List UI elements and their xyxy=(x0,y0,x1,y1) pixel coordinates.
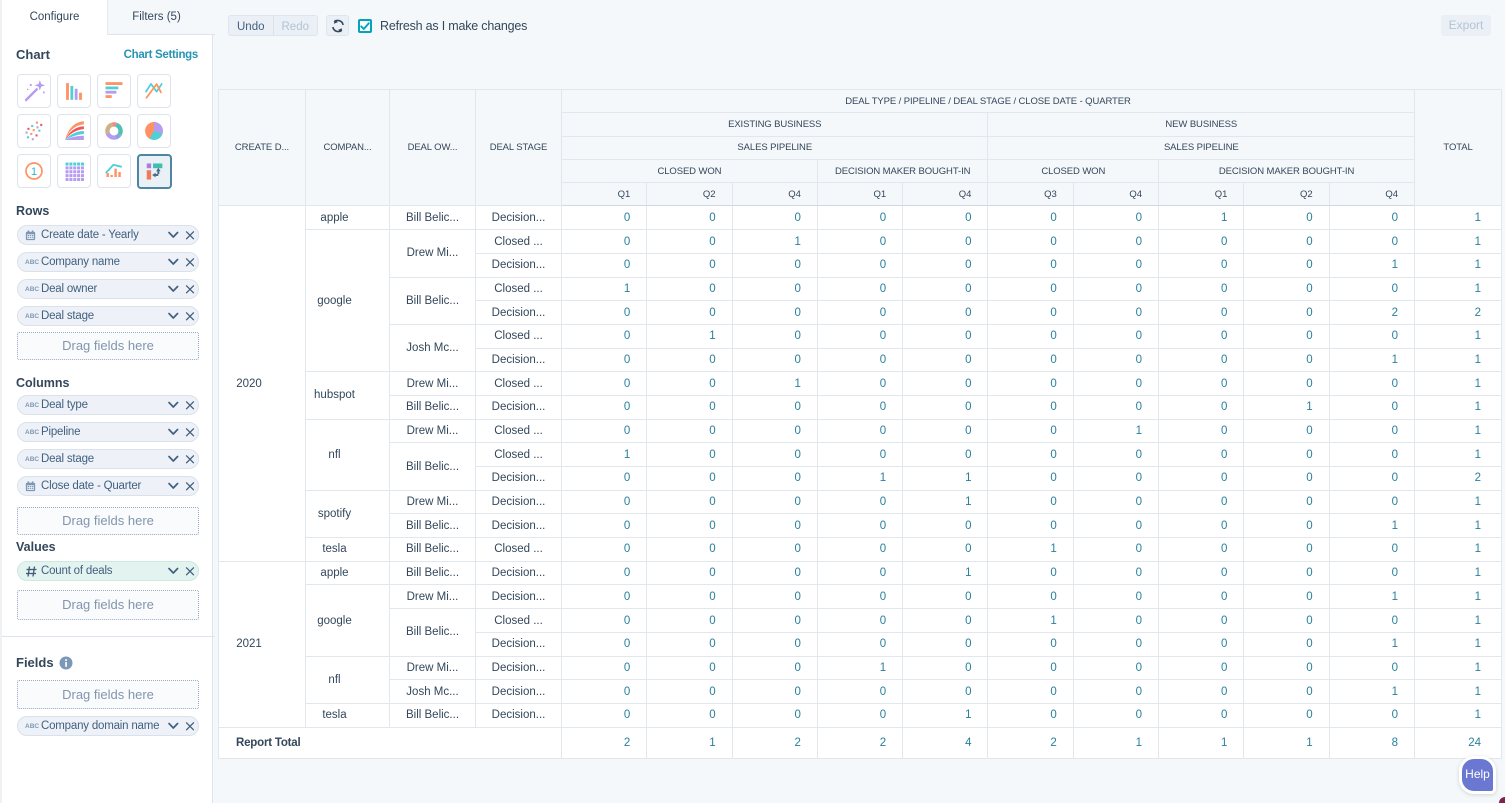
svg-text:1: 1 xyxy=(31,166,37,178)
